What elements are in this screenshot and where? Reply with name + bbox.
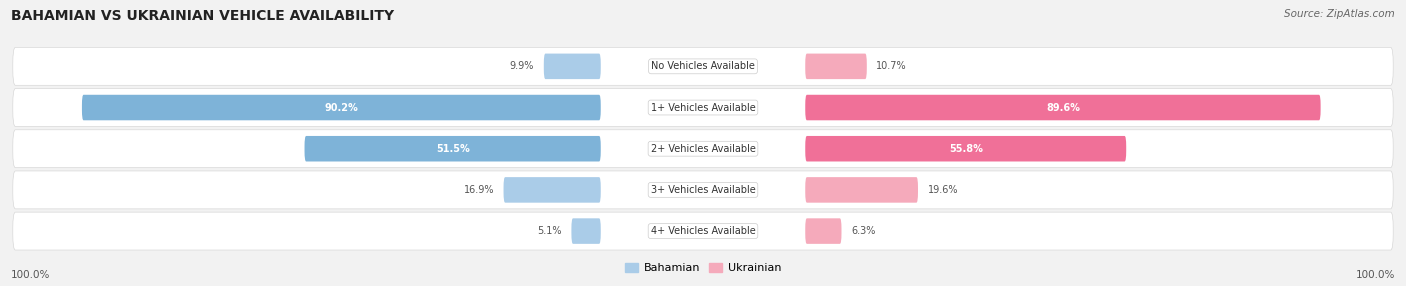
Text: No Vehicles Available: No Vehicles Available bbox=[651, 61, 755, 71]
Text: 16.9%: 16.9% bbox=[464, 185, 494, 195]
FancyBboxPatch shape bbox=[806, 136, 1126, 162]
FancyBboxPatch shape bbox=[305, 136, 600, 162]
Text: 89.6%: 89.6% bbox=[1046, 103, 1080, 112]
FancyBboxPatch shape bbox=[82, 95, 600, 120]
FancyBboxPatch shape bbox=[13, 47, 1393, 85]
FancyBboxPatch shape bbox=[571, 218, 600, 244]
Text: 55.8%: 55.8% bbox=[949, 144, 983, 154]
Text: 90.2%: 90.2% bbox=[325, 103, 359, 112]
FancyBboxPatch shape bbox=[13, 130, 1393, 168]
FancyBboxPatch shape bbox=[806, 53, 866, 79]
Text: 4+ Vehicles Available: 4+ Vehicles Available bbox=[651, 226, 755, 236]
Text: 9.9%: 9.9% bbox=[510, 61, 534, 71]
Text: 51.5%: 51.5% bbox=[436, 144, 470, 154]
FancyBboxPatch shape bbox=[13, 212, 1393, 250]
FancyBboxPatch shape bbox=[13, 171, 1393, 209]
Text: BAHAMIAN VS UKRAINIAN VEHICLE AVAILABILITY: BAHAMIAN VS UKRAINIAN VEHICLE AVAILABILI… bbox=[11, 9, 394, 23]
Text: 1+ Vehicles Available: 1+ Vehicles Available bbox=[651, 103, 755, 112]
Text: 6.3%: 6.3% bbox=[851, 226, 876, 236]
FancyBboxPatch shape bbox=[13, 89, 1393, 126]
Text: 100.0%: 100.0% bbox=[1355, 270, 1395, 280]
FancyBboxPatch shape bbox=[503, 177, 600, 203]
Text: 2+ Vehicles Available: 2+ Vehicles Available bbox=[651, 144, 755, 154]
FancyBboxPatch shape bbox=[544, 53, 600, 79]
FancyBboxPatch shape bbox=[806, 218, 841, 244]
FancyBboxPatch shape bbox=[806, 95, 1320, 120]
Text: 3+ Vehicles Available: 3+ Vehicles Available bbox=[651, 185, 755, 195]
FancyBboxPatch shape bbox=[806, 177, 918, 203]
Text: Source: ZipAtlas.com: Source: ZipAtlas.com bbox=[1284, 9, 1395, 19]
Text: 10.7%: 10.7% bbox=[876, 61, 907, 71]
Text: 19.6%: 19.6% bbox=[928, 185, 957, 195]
Text: 100.0%: 100.0% bbox=[11, 270, 51, 280]
Legend: Bahamian, Ukrainian: Bahamian, Ukrainian bbox=[620, 258, 786, 278]
Text: 5.1%: 5.1% bbox=[537, 226, 562, 236]
